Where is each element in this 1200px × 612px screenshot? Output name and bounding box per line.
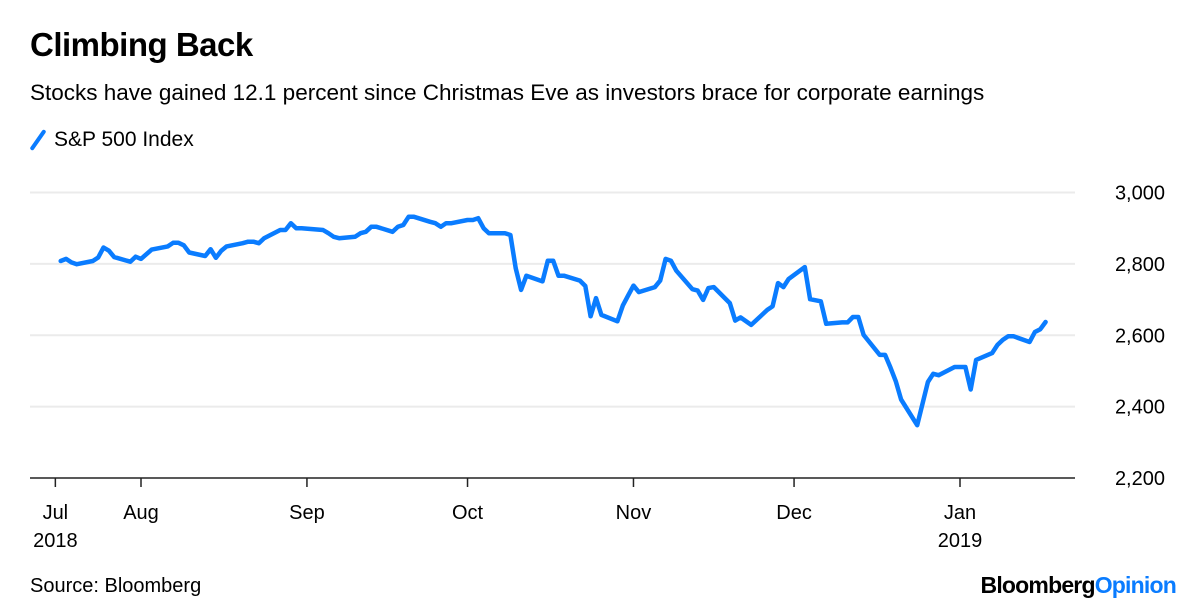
legend: S&P 500 Index: [30, 128, 194, 152]
legend-label: S&P 500 Index: [54, 128, 194, 151]
logo-part-2: Opinion: [1094, 572, 1177, 598]
y-tick-label: 3,000: [1115, 183, 1165, 205]
x-tick-label: Oct: [452, 502, 484, 524]
source-note: Source: Bloomberg: [30, 575, 202, 597]
x-tick-year-label: 2018: [33, 530, 78, 552]
chart-subtitle: Stocks have gained 12.1 percent since Ch…: [30, 80, 985, 105]
series-line-sp500: [58, 214, 1048, 428]
x-tick-label: Jan: [944, 502, 976, 524]
x-tick-label: Dec: [776, 502, 812, 524]
x-tick-label: Sep: [289, 502, 325, 524]
x-tick-year-label: 2019: [938, 530, 983, 552]
chart-title: Climbing Back: [30, 26, 253, 63]
y-tick-label: 2,400: [1115, 397, 1165, 419]
x-tick-label: Nov: [616, 502, 652, 524]
y-tick-label: 2,600: [1115, 325, 1165, 347]
bloomberg-opinion-logo: BloombergOpinion: [980, 572, 1177, 599]
logo-part-1: Bloomberg: [980, 572, 1096, 598]
x-tick-label: Jul: [43, 502, 69, 524]
y-tick-label: 2,800: [1115, 254, 1165, 276]
y-tick-label: 2,200: [1115, 468, 1165, 490]
x-tick-label: Aug: [123, 502, 159, 524]
